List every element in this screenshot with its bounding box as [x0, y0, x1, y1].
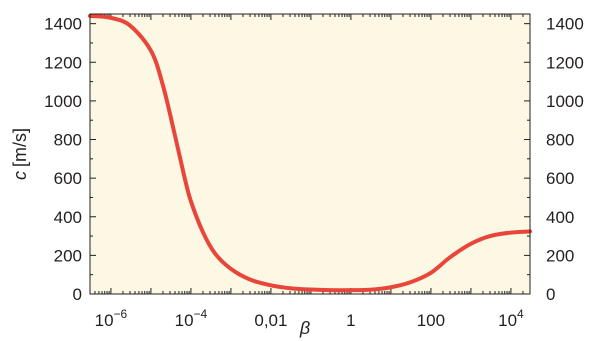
y-tick-label-right: 1000 [546, 92, 584, 111]
x-tick-label-base: 0,01 [254, 311, 287, 330]
x-tick-label-exponent: 4 [517, 307, 524, 321]
y-tick-label-left: 600 [54, 169, 82, 188]
y-tick-label-right: 400 [546, 208, 574, 227]
y-tick-label-right: 1200 [546, 53, 584, 72]
y-axis-label-unit: [m/s] [10, 128, 30, 167]
speed-curve-line [88, 13, 532, 293]
x-tick-label: 10−6 [95, 307, 128, 330]
y-tick-label-left: 1200 [44, 53, 82, 72]
x-tick-label: 100 [417, 311, 445, 330]
x-tick-label-exponent: −4 [194, 307, 208, 321]
x-tick-label-base: 10 [498, 311, 517, 330]
x-tick-label: 10−4 [175, 307, 208, 330]
x-tick-label-exponent: −6 [114, 307, 128, 321]
y-tick-label-right: 800 [546, 131, 574, 150]
x-axis-tick-labels: 10−6 10−4 0,01 1 100 104 [95, 307, 524, 330]
y-tick-label-left: 200 [54, 246, 82, 265]
y-tick-label-left: 1000 [44, 92, 82, 111]
y-tick-label-left: 400 [54, 208, 82, 227]
plot-frame [89, 13, 531, 295]
x-tick-label-base: 10 [95, 311, 114, 330]
x-axis-label: β [299, 318, 310, 338]
y-axis-label-symbol: c [10, 171, 30, 180]
y-tick-label-left: 1400 [44, 15, 82, 34]
y-axis-left-tick-labels: 0 200 400 600 800 1000 1200 1400 [44, 15, 82, 304]
plot-area [90, 14, 530, 294]
y-axis-right-tick-labels: 0 200 400 600 800 1000 1200 1400 [546, 15, 584, 304]
y-tick-label-right: 1400 [546, 15, 584, 34]
y-tick-label-right: 200 [546, 246, 574, 265]
x-tick-label: 104 [498, 307, 524, 330]
y-axis-label: c [m/s] [10, 128, 30, 180]
y-tick-label-left: 0 [73, 285, 82, 304]
x-tick-label-base: 100 [417, 311, 445, 330]
x-tick-label-base: 10 [175, 311, 194, 330]
x-tick-label: 1 [346, 311, 355, 330]
x-tick-label: 0,01 [254, 311, 287, 330]
x-tick-label-base: 1 [346, 311, 355, 330]
y-tick-label-right: 600 [546, 169, 574, 188]
y-tick-label-right: 0 [546, 285, 555, 304]
y-tick-label-left: 800 [54, 131, 82, 150]
